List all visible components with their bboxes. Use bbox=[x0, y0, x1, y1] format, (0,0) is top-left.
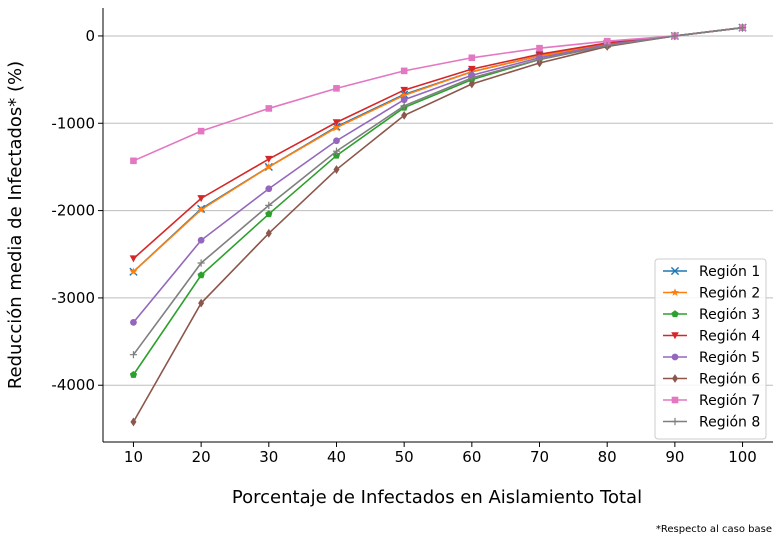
legend-marker bbox=[670, 266, 680, 276]
legend-label: Región 8 bbox=[699, 415, 760, 431]
legend-label: Región 7 bbox=[699, 393, 760, 409]
data-point bbox=[333, 165, 340, 174]
legend-item: Región 8 bbox=[663, 415, 760, 431]
data-point bbox=[401, 111, 408, 120]
x-tick-label: 70 bbox=[530, 448, 549, 466]
legend-item: Región 4 bbox=[663, 329, 760, 345]
data-point bbox=[130, 318, 137, 326]
data-point bbox=[603, 37, 611, 45]
legend-marker bbox=[671, 288, 679, 296]
series-3 bbox=[129, 23, 747, 378]
data-point bbox=[536, 44, 543, 52]
legend-marker bbox=[672, 374, 678, 383]
data-point bbox=[265, 201, 273, 209]
data-point bbox=[332, 119, 341, 127]
x-tick-label: 60 bbox=[462, 448, 481, 466]
data-point bbox=[468, 74, 476, 82]
data-point bbox=[400, 96, 408, 104]
data-point bbox=[197, 259, 205, 267]
legend-label: Región 2 bbox=[699, 286, 760, 302]
legend-marker bbox=[671, 417, 679, 426]
data-point bbox=[265, 155, 273, 163]
x-tick-label: 100 bbox=[728, 448, 757, 466]
legend-item: Región 7 bbox=[663, 393, 760, 409]
data-point bbox=[265, 228, 272, 238]
data-point bbox=[333, 85, 340, 92]
x-tick-label: 20 bbox=[192, 448, 211, 466]
data-point bbox=[738, 24, 747, 32]
data-point bbox=[197, 195, 205, 203]
data-point bbox=[468, 54, 476, 62]
series-line bbox=[133, 26, 743, 162]
data-point bbox=[265, 185, 273, 193]
y-tick-label: -4000 bbox=[51, 376, 95, 394]
legend-item: Región 1 bbox=[663, 264, 760, 280]
data-point bbox=[333, 137, 340, 145]
series-2 bbox=[129, 23, 747, 276]
data-point bbox=[603, 41, 611, 50]
data-point bbox=[264, 162, 273, 171]
legend-item: Región 3 bbox=[663, 307, 760, 323]
series-line bbox=[132, 26, 743, 260]
y-tick-label: -3000 bbox=[51, 289, 95, 307]
data-point bbox=[197, 271, 205, 279]
legend-label: Región 6 bbox=[699, 372, 760, 388]
data-point bbox=[400, 91, 409, 99]
footnote: *Respecto al caso base bbox=[656, 524, 772, 535]
data-point bbox=[130, 157, 137, 165]
axes: 0 -1000 -2000 -3000 -4000 10 20 30 40 50 60 70 80 90 1… bbox=[51, 8, 773, 466]
data-point bbox=[468, 65, 476, 73]
data-point bbox=[265, 105, 273, 112]
legend-marker bbox=[671, 396, 679, 404]
data-point bbox=[265, 210, 273, 218]
data-point bbox=[535, 55, 544, 64]
series-4 bbox=[129, 24, 747, 263]
series-8 bbox=[129, 24, 747, 359]
x-tick-label: 90 bbox=[665, 448, 684, 466]
data-point bbox=[130, 417, 137, 427]
data-point bbox=[332, 123, 341, 132]
x-tick-label: 30 bbox=[259, 448, 278, 466]
data-point bbox=[400, 102, 408, 110]
data-point bbox=[129, 370, 138, 378]
series-lines bbox=[129, 23, 747, 427]
y-axis-label: Reducción media de Infectados* (%) bbox=[5, 61, 26, 389]
series-1 bbox=[129, 23, 747, 276]
data-point bbox=[332, 147, 341, 155]
x-tick-label: 50 bbox=[395, 448, 414, 466]
legend-label: Región 4 bbox=[699, 329, 760, 345]
legend-item: Región 5 bbox=[663, 350, 760, 366]
data-point bbox=[468, 79, 475, 89]
legend-label: Región 3 bbox=[699, 307, 760, 323]
data-point bbox=[197, 205, 206, 214]
y-tick-label: -2000 bbox=[51, 202, 95, 220]
legend-item: Región 6 bbox=[663, 372, 760, 388]
x-tick-label: 40 bbox=[327, 448, 346, 466]
legend-marker bbox=[671, 310, 679, 318]
data-point bbox=[198, 298, 205, 308]
legend-label: Región 5 bbox=[699, 350, 760, 366]
x-tick-label: 10 bbox=[124, 448, 143, 466]
x-tick-label: 80 bbox=[598, 448, 617, 466]
legend: Región 1 Región 2 Región 3 Región 4 Región 5… bbox=[654, 258, 767, 440]
data-point bbox=[400, 86, 408, 94]
data-point bbox=[671, 32, 679, 40]
legend-label: Región 1 bbox=[699, 264, 760, 280]
data-point bbox=[129, 351, 138, 359]
legend-marker bbox=[671, 353, 679, 361]
legend-item: Región 2 bbox=[663, 286, 760, 302]
data-point bbox=[400, 67, 408, 75]
y-tick-label: 0 bbox=[85, 27, 95, 45]
legend-box bbox=[654, 258, 767, 440]
legend-marker bbox=[671, 332, 679, 340]
data-point bbox=[197, 236, 205, 244]
data-point bbox=[197, 127, 205, 135]
y-tick-label: -1000 bbox=[51, 114, 95, 132]
x-axis-label: Porcentaje de Infectados en Aislamiento … bbox=[232, 487, 642, 508]
series-line bbox=[132, 26, 743, 356]
data-point bbox=[129, 255, 138, 263]
data-point bbox=[129, 267, 138, 276]
